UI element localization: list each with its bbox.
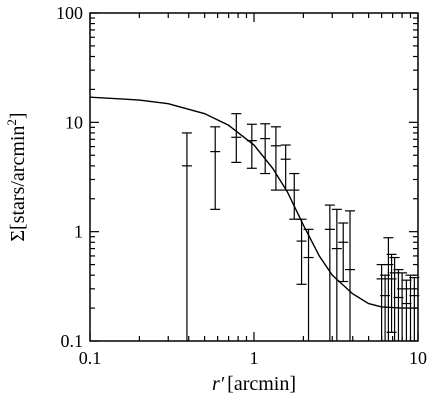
data-point [401, 279, 412, 341]
data-layer [89, 96, 420, 341]
data-point [324, 204, 335, 341]
data-point [397, 272, 408, 341]
y-axis-symbol: Σ [7, 230, 29, 242]
y-axis-label: Σ[stars/arcmin2] [4, 112, 29, 241]
data-point [231, 113, 242, 164]
data-point [210, 126, 221, 210]
plot-frame [89, 12, 419, 342]
y-tick-label: 10 [65, 112, 83, 132]
x-tick-label: 10 [409, 348, 427, 368]
x-axis-variable: r′ [212, 373, 225, 395]
y-axis-unit: [stars/arcmin [7, 126, 29, 230]
model-curve [89, 96, 418, 309]
data-point [181, 132, 192, 341]
data-point [303, 228, 314, 341]
data-point [338, 222, 349, 283]
y-tick-label: 1 [74, 222, 83, 242]
x-axis-unit: [arcmin] [227, 373, 296, 395]
y-tick-label: 100 [56, 3, 83, 23]
data-point [331, 208, 342, 341]
x-tick-label: 0.1 [79, 348, 102, 368]
y-tick-label: 0.1 [61, 331, 84, 351]
data-point [270, 126, 281, 191]
data-point [345, 210, 356, 341]
x-tick-label: 1 [250, 348, 259, 368]
axis-ticks [89, 12, 419, 342]
y-axis-unit-close: ] [7, 112, 29, 119]
data-point [260, 123, 271, 175]
y-axis-unit-exponent: 2 [4, 119, 19, 126]
data-point [296, 218, 307, 285]
x-axis-label: r′ [arcmin] [212, 373, 296, 395]
tick-labels: 0.1 1 10 0.1 1 10 100 [56, 3, 427, 368]
